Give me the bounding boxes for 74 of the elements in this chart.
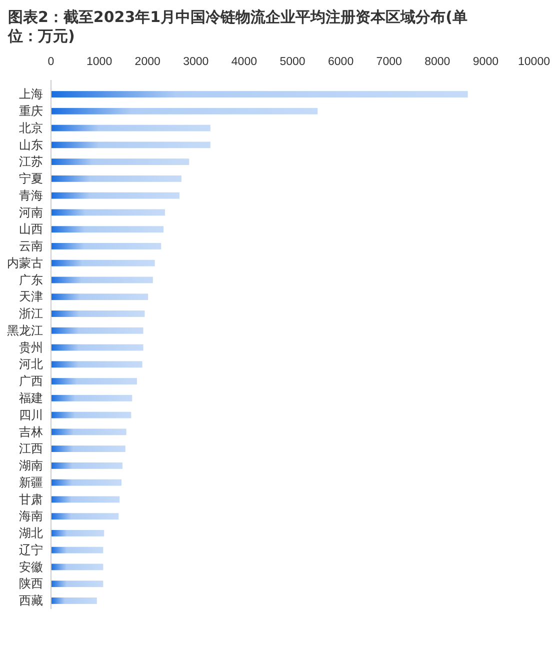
y-tick-label: 河南 <box>19 205 43 220</box>
bar <box>51 108 318 114</box>
y-tick-label: 浙江 <box>19 306 43 321</box>
y-tick-label: 辽宁 <box>19 542 43 557</box>
bar <box>51 513 119 520</box>
y-tick-label: 北京 <box>19 120 43 135</box>
y-tick-label: 陕西 <box>19 576 43 591</box>
bar <box>51 580 104 588</box>
y-tick-label: 安徽 <box>19 560 43 574</box>
bar <box>51 479 122 486</box>
bar <box>51 158 190 166</box>
y-tick-label: 吉林 <box>19 424 43 439</box>
y-tick-label: 江苏 <box>19 154 43 169</box>
chart-title: 图表2：截至2023年1月中国冷链物流企业平均注册资本区域分布(单位：万元) <box>7 8 468 45</box>
y-tick-label: 甘肃 <box>19 492 43 506</box>
y-tick-label: 湖北 <box>19 526 43 540</box>
bar <box>51 344 144 351</box>
x-tick-label: 10000 <box>518 56 550 68</box>
bar <box>51 175 182 182</box>
bar <box>51 192 180 199</box>
bar <box>51 530 104 536</box>
bar <box>51 243 162 250</box>
bar <box>51 412 132 418</box>
bar <box>51 378 137 384</box>
x-tick-label: 0 <box>48 56 54 68</box>
bar <box>51 142 210 148</box>
y-tick-label: 河北 <box>19 357 43 372</box>
y-tick-label: 四川 <box>19 408 43 422</box>
x-tick-label: 7000 <box>376 56 402 68</box>
x-tick-label: 5000 <box>280 56 306 68</box>
bar <box>51 124 210 132</box>
y-tick-label: 云南 <box>19 239 43 254</box>
x-tick-label: 3000 <box>183 56 209 68</box>
y-tick-label: 贵州 <box>19 340 43 354</box>
y-tick-label: 新疆 <box>19 475 43 490</box>
bar <box>51 327 144 334</box>
bar <box>51 598 97 604</box>
bar <box>51 496 120 503</box>
bar <box>51 260 155 266</box>
bar <box>51 226 164 233</box>
y-tick-label: 山西 <box>19 222 43 236</box>
y-tick-label: 宁夏 <box>19 172 43 186</box>
x-tick-label: 8000 <box>424 56 450 68</box>
bar <box>51 428 126 436</box>
x-tick-label: 1000 <box>86 56 112 68</box>
y-tick-label: 重庆 <box>19 104 43 118</box>
bar <box>51 209 165 216</box>
x-tick-label: 9000 <box>472 56 498 68</box>
y-tick-label: 黑龙江 <box>7 323 43 338</box>
x-tick-label: 2000 <box>134 56 160 68</box>
y-tick-label: 福建 <box>19 390 43 405</box>
y-tick-label: 西藏 <box>19 594 43 608</box>
bar <box>51 294 148 300</box>
y-tick-label: 上海 <box>19 87 43 102</box>
y-tick-label: 海南 <box>19 509 43 524</box>
y-tick-label: 内蒙古 <box>7 256 43 270</box>
x-tick-label: 6000 <box>328 56 354 68</box>
y-tick-label: 广东 <box>19 272 43 287</box>
bar <box>51 361 142 368</box>
bar <box>51 546 104 554</box>
bar <box>51 91 468 98</box>
bar <box>51 564 104 570</box>
y-tick-label: 湖南 <box>19 458 43 473</box>
y-tick-label: 山东 <box>19 138 43 152</box>
x-tick-label: 4000 <box>231 56 257 68</box>
bar <box>51 462 122 469</box>
bar <box>51 394 132 402</box>
y-tick-label: 青海 <box>19 188 43 202</box>
bar <box>51 276 153 284</box>
y-tick-label: 广西 <box>19 374 43 388</box>
y-tick-label: 天津 <box>19 290 43 304</box>
bar <box>51 446 126 452</box>
y-tick-label: 江西 <box>19 442 43 456</box>
bar <box>51 310 145 317</box>
